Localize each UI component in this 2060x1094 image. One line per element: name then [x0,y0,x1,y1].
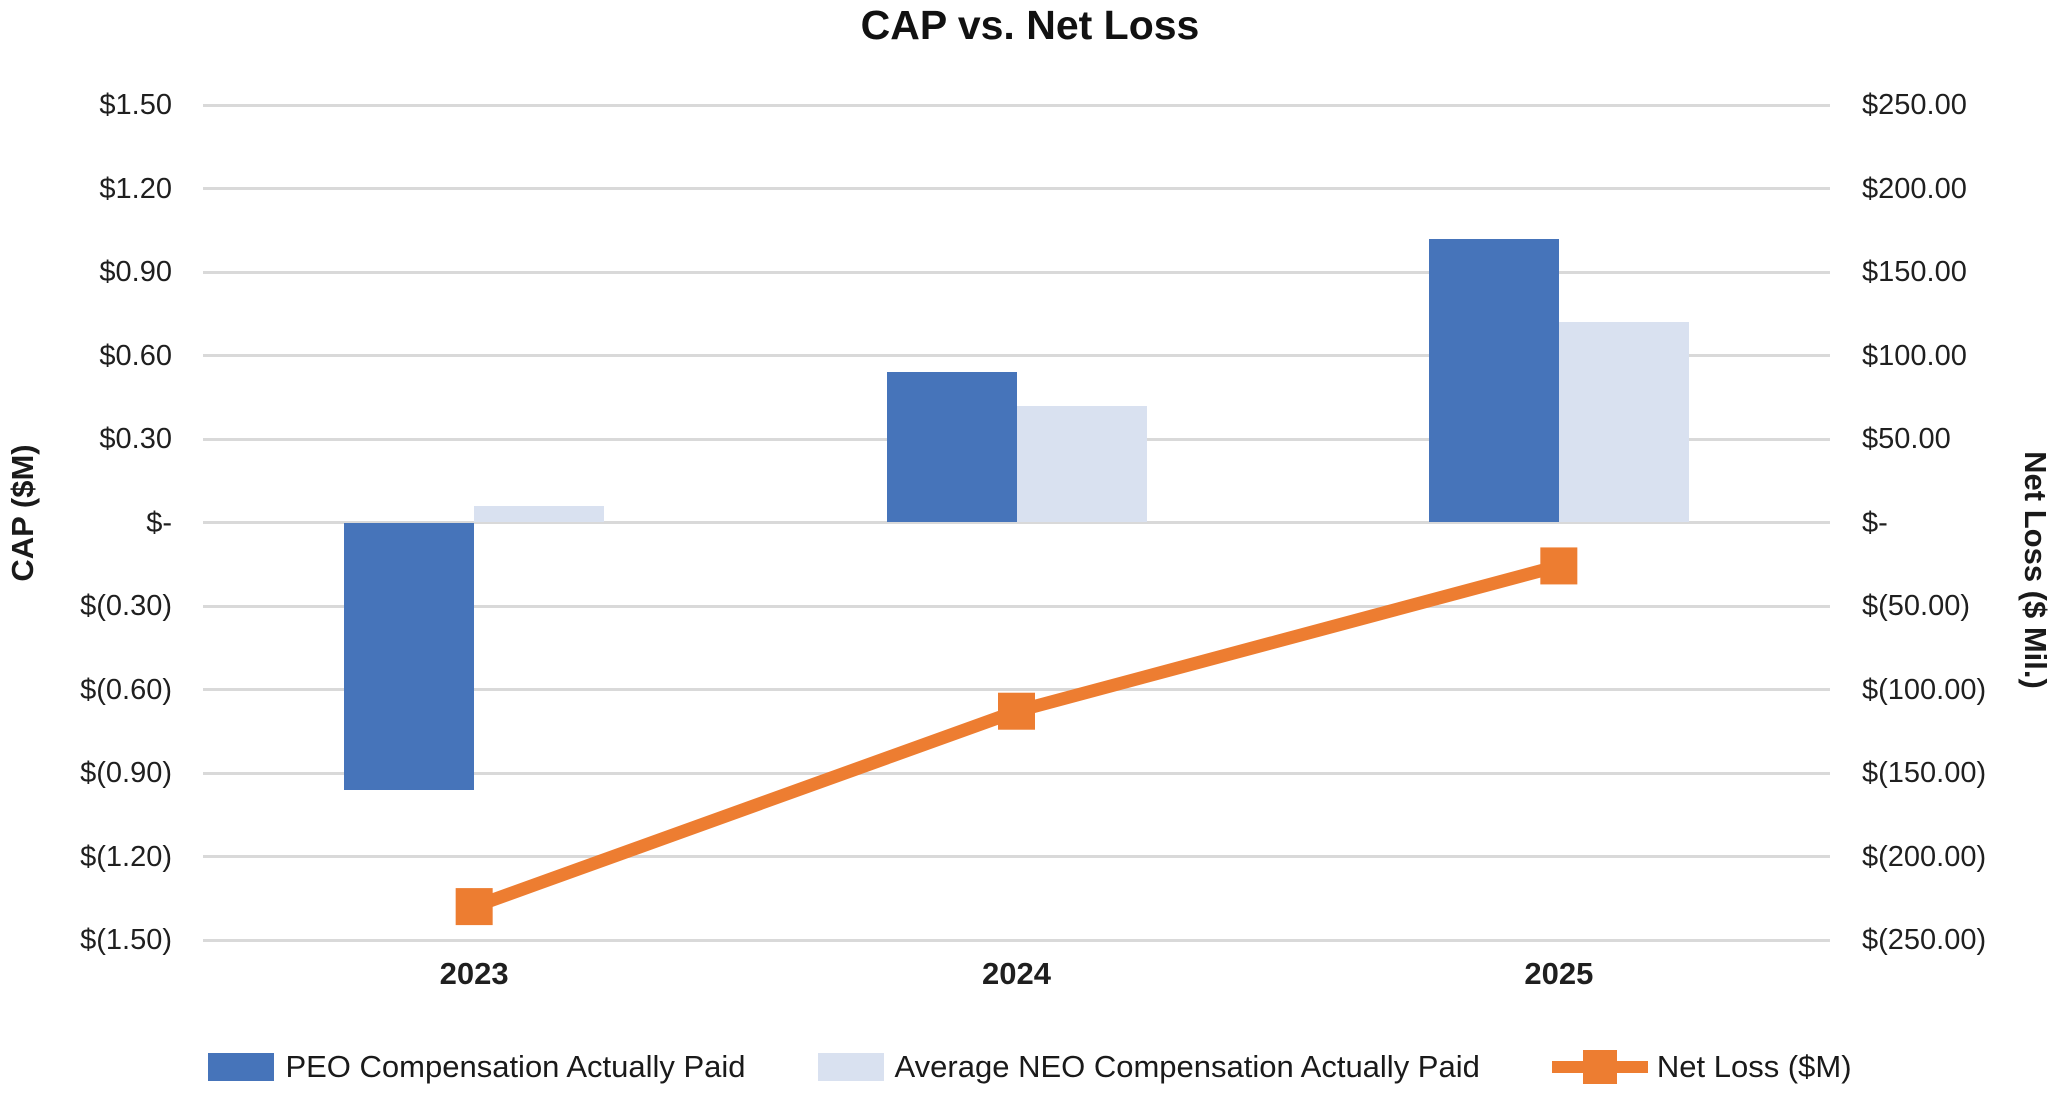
gridline [203,354,1830,357]
left-axis-tick: $(0.90) [80,757,172,789]
legend-line-marker [1582,1050,1617,1084]
left-axis-tick: $(1.50) [80,924,172,956]
left-axis-tick: $0.60 [99,339,172,372]
right-axis-tick: $(200.00) [1862,840,1987,873]
legend-line-swatch [1551,1048,1648,1086]
x-axis-label-2025: 2025 [1524,956,1594,991]
right-axis-tick: $- [1862,506,1888,539]
left-axis-tick: $(1.20) [80,840,172,873]
legend-bar-swatch [817,1053,884,1081]
legend-bar-swatch [208,1053,275,1081]
left-axis-tick: $1.50 [99,89,172,121]
legend-item: Average NEO Compensation Actually Paid [817,1049,1480,1085]
gridline [203,855,1830,858]
right-axis-tick: $200.00 [1862,172,1967,205]
left-axis-tick: $(0.30) [80,590,172,622]
gridline [203,521,1830,524]
right-axis-tick: $50.00 [1862,423,1951,455]
bar-peo-2024 [886,372,1017,523]
gridline [203,270,1830,274]
right-axis-tick: $100.00 [1862,339,1967,372]
bar-neo-2025 [1558,322,1689,523]
legend-label: Net Loss ($M) [1656,1049,1852,1084]
bar-peo-2023 [344,522,475,790]
bar-neo-2024 [1016,405,1147,523]
left-axis-tick: $0.30 [99,423,172,455]
x-axis-label-2023: 2023 [439,956,509,991]
left-axis-tick: $- [146,506,172,539]
legend: PEO Compensation Actually Paid Average NE… [0,1044,2060,1090]
legend-item: PEO Compensation Actually Paid [208,1049,746,1085]
gridline [203,187,1830,190]
right-axis-tick: $250.00 [1862,89,1967,121]
right-axis-tick: $(100.00) [1862,673,1987,706]
left-axis-tick: $(0.60) [80,673,172,706]
right-axis-title: Net Loss ($ Mil.) [2018,451,2053,689]
plot-area [203,103,1830,942]
legend-label: Average NEO Compensation Actually Paid [894,1049,1480,1084]
right-axis-tick: $(250.00) [1862,924,1987,956]
chart-title: CAP vs. Net Loss [860,2,1200,48]
gridline [203,103,1830,107]
left-axis-tick: $0.90 [99,256,172,288]
legend-label: PEO Compensation Actually Paid [285,1049,746,1084]
x-axis-label-2024: 2024 [982,956,1051,991]
gridline [203,938,1830,942]
bar-peo-2025 [1428,238,1559,523]
right-axis-tick: $(50.00) [1862,590,1971,622]
bar-neo-2023 [474,505,605,523]
legend-item: Net Loss ($M) [1551,1048,1852,1086]
right-axis-tick: $(150.00) [1862,757,1987,789]
left-axis-tick: $1.20 [99,172,172,205]
right-axis-tick: $150.00 [1862,256,1967,288]
